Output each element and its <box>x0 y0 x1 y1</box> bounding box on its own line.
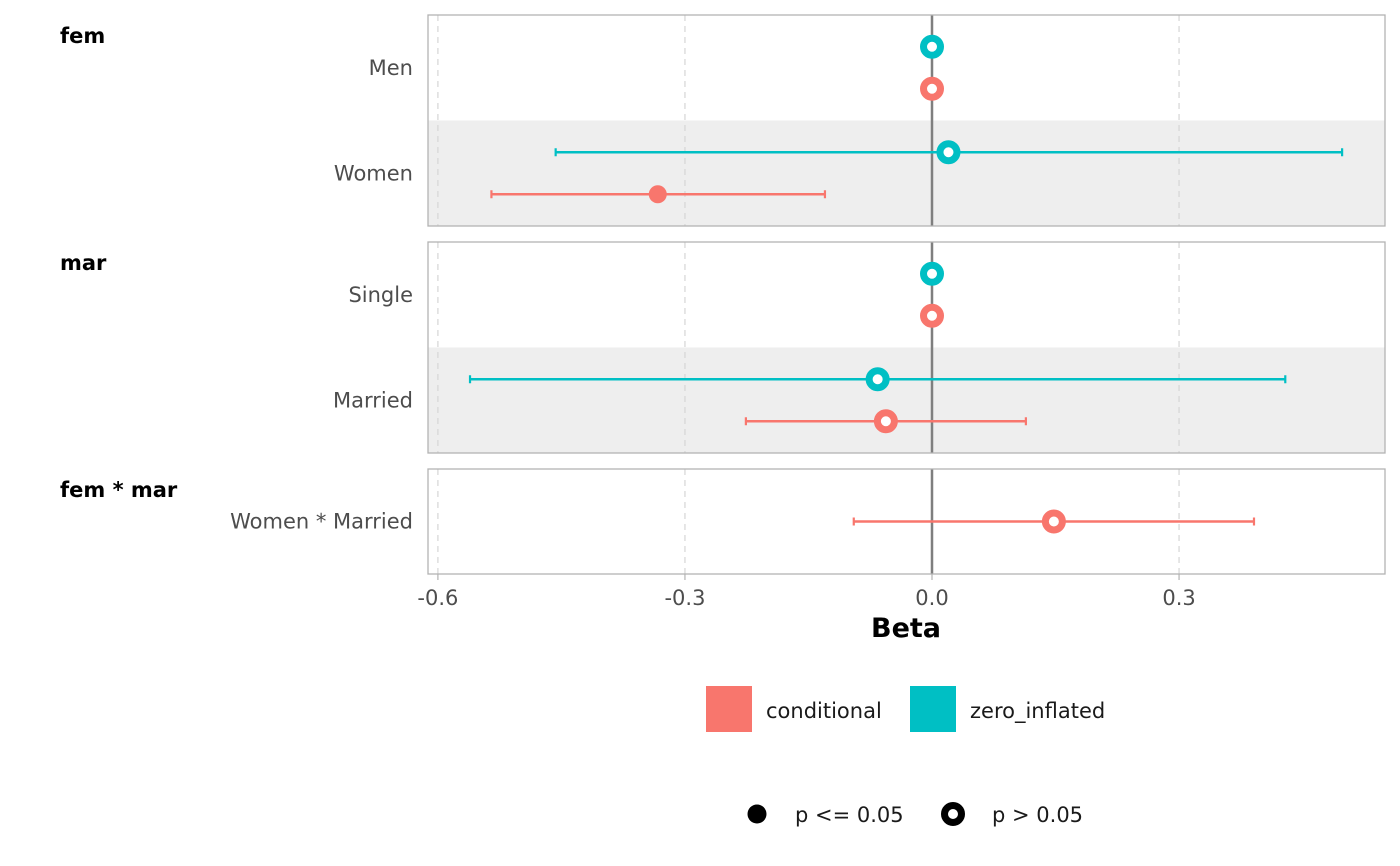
row-shading <box>428 347 1385 453</box>
legend-swatch-zero_inflated <box>910 686 956 732</box>
term-label: Women * Married <box>230 510 413 534</box>
estimate-point-conditional <box>1041 509 1066 534</box>
x-tick-label: 0.3 <box>1162 586 1195 610</box>
facet-panel-0: fem Men Women <box>60 14 1386 227</box>
panel-border <box>427 241 1386 454</box>
estimate-point-zero_inflated <box>920 34 944 59</box>
facet-panels: fem Men Women mar Single Married fem * mar Wome… <box>60 14 1386 575</box>
term-label: Single <box>348 283 413 307</box>
term-label: Men <box>369 56 413 80</box>
x-tick-label: 0.0 <box>915 586 948 610</box>
facet-title: mar <box>60 251 107 275</box>
x-tick-label: -0.6 <box>417 586 458 610</box>
facet-panel-1: mar Single Married <box>60 241 1386 454</box>
estimate-point-zero_inflated <box>865 367 890 392</box>
estimate-point-conditional <box>873 409 898 434</box>
estimate-point-conditional <box>920 76 944 101</box>
panel-border <box>427 468 1386 575</box>
facet-title: fem <box>60 24 105 48</box>
legend-label-conditional: conditional <box>766 699 882 723</box>
legend-label-sig: p <= 0.05 <box>795 803 904 827</box>
estimate-point-zero_inflated <box>936 140 961 165</box>
panel-border <box>427 14 1386 227</box>
x-axis: -0.6 -0.3 0.0 0.3 <box>417 574 1196 610</box>
x-tick-label: -0.3 <box>664 586 705 610</box>
legend-significance: p <= 0.05 p > 0.05 <box>747 802 1083 827</box>
legend-hollow-circle-icon <box>941 802 965 826</box>
estimate-point-zero_inflated <box>920 261 944 286</box>
facet-title: fem * mar <box>60 478 178 502</box>
legend-component: conditional zero_inflated <box>706 686 1105 732</box>
legend-filled-circle-icon <box>747 804 767 824</box>
legend-label-nonsig: p > 0.05 <box>992 803 1083 827</box>
legend-swatch-conditional <box>706 686 752 732</box>
term-label: Married <box>333 388 413 412</box>
x-axis-label: Beta <box>871 613 941 644</box>
estimate-point-conditional <box>920 303 944 328</box>
term-label: Women <box>334 161 413 185</box>
facet-panel-2: fem * mar Women * Married <box>60 468 1386 575</box>
legend-label-zero_inflated: zero_inflated <box>970 699 1105 724</box>
row-shading <box>428 120 1385 226</box>
estimate-point-conditional <box>648 185 667 204</box>
